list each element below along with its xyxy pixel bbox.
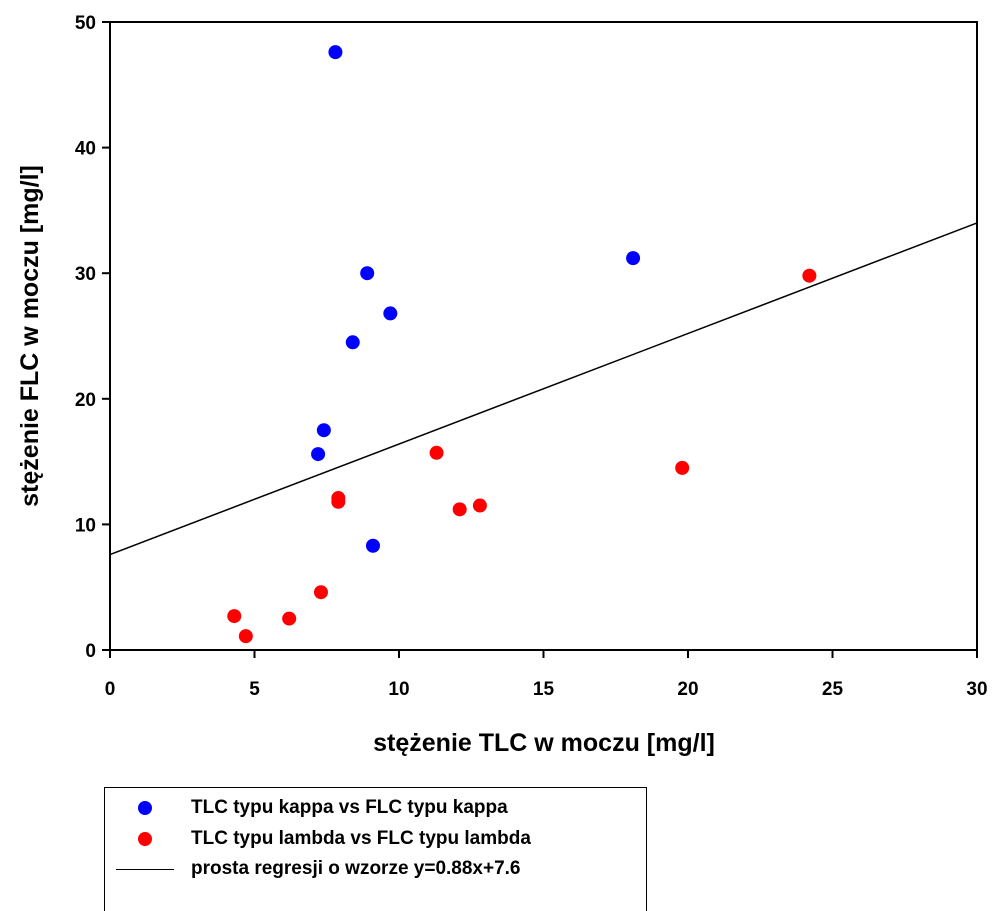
y-tick-label: 10 <box>75 515 96 536</box>
x-tick-label: 0 <box>105 679 116 700</box>
x-tick-label: 30 <box>966 679 987 700</box>
lambda-data-point <box>675 460 690 475</box>
lambda-data-point <box>238 629 253 644</box>
y-axis-title: stężenie FLC w moczu [mg/l] <box>16 165 44 507</box>
x-tick-label: 20 <box>677 679 698 700</box>
lambda-data-point <box>472 498 487 513</box>
legend-lambda-label: TLC typu lambda vs FLC typu lambda <box>191 828 531 849</box>
legend-item-lambda: TLC typu lambda vs FLC typu lambda <box>105 825 531 853</box>
lambda-data-point <box>452 502 467 517</box>
legend: TLC typu kappa vs FLC typu kappa TLC typ… <box>104 787 647 911</box>
kappa-data-point <box>345 335 360 350</box>
legend-regression-label: prosta regresji o wzorze y=0.88x+7.6 <box>191 858 521 879</box>
lambda-data-point <box>802 268 817 283</box>
kappa-data-point <box>311 447 326 462</box>
x-tick-label: 10 <box>388 679 409 700</box>
y-tick-label: 0 <box>85 641 96 662</box>
legend-kappa-marker <box>138 801 152 815</box>
lambda-data-point <box>227 609 242 624</box>
kappa-data-point <box>316 423 331 438</box>
lambda-data-point <box>429 445 444 460</box>
y-tick-label: 20 <box>75 390 96 411</box>
y-tick-label: 40 <box>75 139 96 160</box>
y-tick-label: 30 <box>75 264 96 285</box>
kappa-data-point <box>360 266 375 281</box>
kappa-data-point <box>383 306 398 321</box>
legend-lambda-marker <box>138 832 152 846</box>
legend-regression-line <box>116 868 174 870</box>
plot-frame <box>109 21 978 651</box>
legend-kappa-label: TLC typu kappa vs FLC typu kappa <box>191 797 508 818</box>
kappa-data-point <box>626 251 641 266</box>
x-axis-title: stężenie TLC w moczu [mg/l] <box>373 729 715 757</box>
x-tick-label: 25 <box>822 679 844 700</box>
scatter-chart: 0 5 10 15 20 25 30 0 10 20 30 40 50 stężenie TLC w m… <box>16 13 988 757</box>
x-tick-label: 15 <box>533 679 555 700</box>
y-tick-label: 50 <box>75 13 96 34</box>
x-tick-label: 5 <box>249 679 260 700</box>
lambda-data-point <box>282 611 297 626</box>
legend-item-regression: prosta regresji o wzorze y=0.88x+7.6 <box>105 855 521 883</box>
legend-item-kappa: TLC typu kappa vs FLC typu kappa <box>105 794 508 822</box>
kappa-data-point <box>328 45 343 60</box>
regression-line <box>109 222 978 556</box>
kappa-data-point <box>365 538 380 553</box>
lambda-data-point <box>331 494 346 509</box>
lambda-data-point <box>313 585 328 600</box>
